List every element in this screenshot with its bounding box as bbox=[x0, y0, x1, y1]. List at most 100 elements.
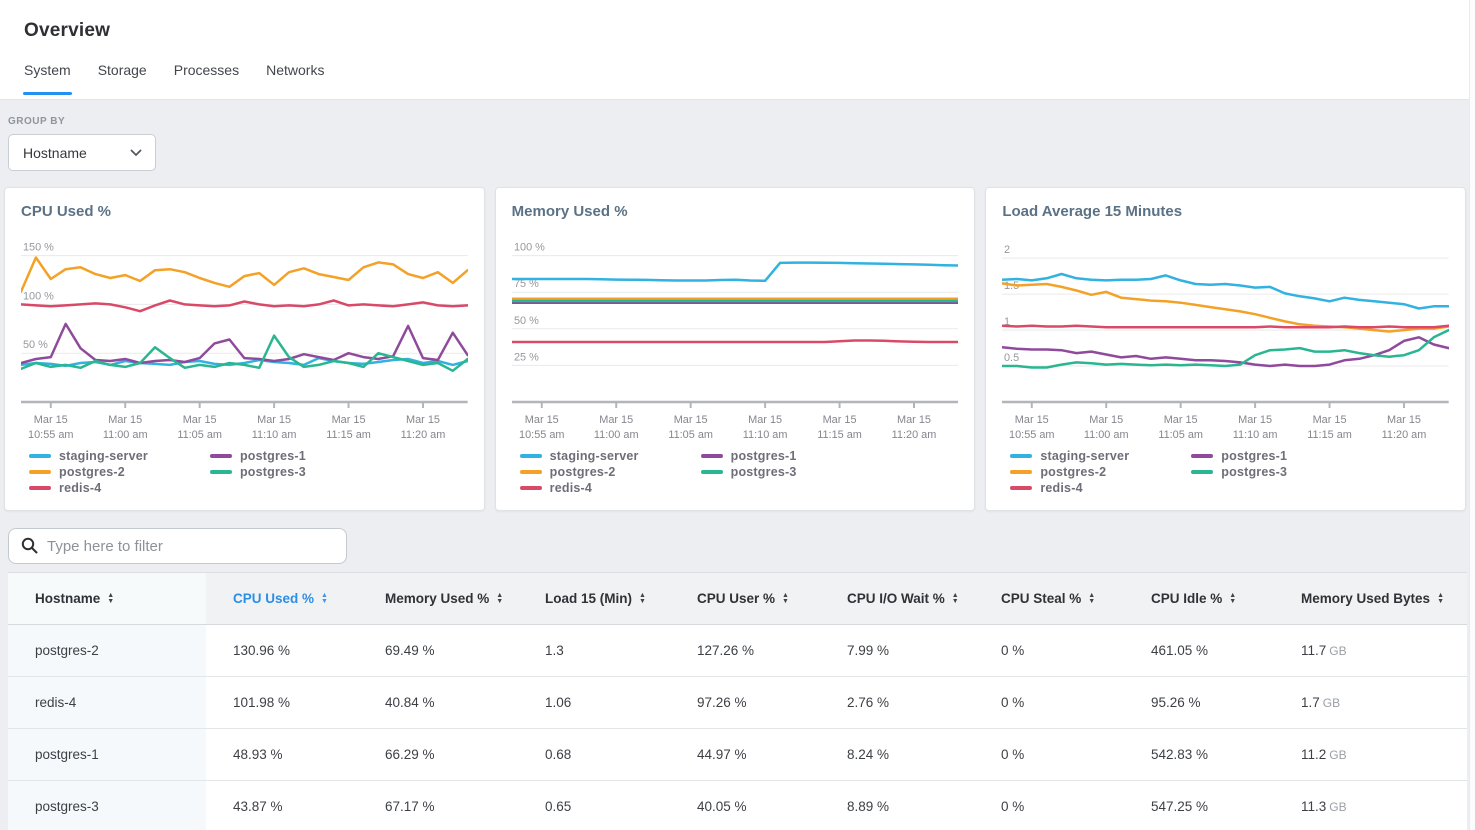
tab-system[interactable]: System bbox=[23, 62, 72, 102]
metric-cell-memory_used: 67.17 % bbox=[358, 780, 518, 830]
column-header-hostname[interactable]: Hostname ▲ ▼ bbox=[8, 572, 206, 625]
table-row-postgres-3[interactable]: postgres-3 43.87 % 67.17 % 0.65 40.05 % 8.89 … bbox=[8, 780, 1467, 830]
legend-item-postgres-1[interactable]: postgres-1 bbox=[1191, 448, 1287, 464]
metric-cell-cpu_steal: 0 % bbox=[974, 624, 1124, 677]
legend-item-postgres-3[interactable]: postgres-3 bbox=[1191, 464, 1287, 480]
metric-cell-memory-used-bytes: 11.7 GB bbox=[1274, 624, 1467, 677]
legend-swatch bbox=[700, 470, 723, 474]
legend-swatch bbox=[209, 470, 232, 474]
svg-text:Mar 15: Mar 15 bbox=[108, 414, 142, 426]
chart-legend: staging-server postgres-2 redis-4 postgres-… bbox=[1010, 448, 1449, 496]
svg-text:11:20 am: 11:20 am bbox=[401, 429, 446, 441]
legend-swatch bbox=[29, 486, 51, 490]
chart-card-load-average-15-minutes: Load Average 15 Minutes 2 1.5 1 0.5 Mar 15 10:… bbox=[985, 187, 1466, 511]
chart-card-cpu-used: CPU Used % 150 % 100 % 50 % Mar 15 10:55 am Ma… bbox=[4, 187, 485, 511]
column-header-cpu-idle[interactable]: CPU Idle % ▲ ▼ bbox=[1124, 572, 1274, 625]
sort-icon: ▲ ▼ bbox=[1088, 592, 1096, 606]
legend-label: postgres-2 bbox=[1040, 465, 1107, 479]
column-label: CPU Idle % bbox=[1151, 591, 1223, 606]
metric-cell-cpu_idle: 542.83 % bbox=[1124, 728, 1274, 781]
legend-item-postgres-3[interactable]: postgres-3 bbox=[700, 464, 797, 480]
legend-swatch bbox=[1010, 470, 1033, 474]
legend-item-staging-server[interactable]: staging-server bbox=[29, 448, 148, 464]
metric-cell-cpu_idle: 95.26 % bbox=[1124, 676, 1274, 729]
column-header-memory-used-bytes[interactable]: Memory Used Bytes ▲ ▼ bbox=[1274, 572, 1467, 625]
legend-item-postgres-2[interactable]: postgres-2 bbox=[519, 464, 639, 480]
scrollbar[interactable] bbox=[1469, 0, 1475, 830]
metric-cell-cpu_used: 43.87 % bbox=[206, 780, 358, 830]
group-by-dropdown[interactable]: Hostname bbox=[8, 134, 156, 171]
column-header-cpu-steal[interactable]: CPU Steal % ▲ ▼ bbox=[974, 572, 1124, 625]
legend-item-staging-server[interactable]: staging-server bbox=[519, 448, 639, 464]
filter-input[interactable] bbox=[8, 528, 347, 564]
svg-text:11:00 am: 11:00 am bbox=[1084, 429, 1129, 441]
svg-text:Mar 15: Mar 15 bbox=[673, 414, 707, 426]
svg-text:25 %: 25 % bbox=[514, 351, 539, 363]
metric-cell-load_15: 1.06 bbox=[518, 676, 670, 729]
legend-label: postgres-2 bbox=[59, 465, 125, 479]
svg-text:Mar 15: Mar 15 bbox=[599, 414, 633, 426]
legend-label: redis-4 bbox=[59, 481, 102, 495]
svg-text:11:05 am: 11:05 am bbox=[177, 429, 222, 441]
column-header-cpu-used[interactable]: CPU Used % ▲ ▼ bbox=[206, 572, 358, 625]
column-header-memory-used[interactable]: Memory Used % ▲ ▼ bbox=[358, 572, 518, 625]
legend-item-staging-server[interactable]: staging-server bbox=[1010, 448, 1129, 464]
metric-cell-cpu_steal: 0 % bbox=[974, 728, 1124, 781]
svg-text:Mar 15: Mar 15 bbox=[897, 414, 931, 426]
legend-label: redis-4 bbox=[1040, 481, 1083, 495]
tab-storage[interactable]: Storage bbox=[97, 62, 147, 78]
sort-icon: ▲ ▼ bbox=[782, 592, 789, 606]
table-row-postgres-2[interactable]: postgres-2 130.96 % 69.49 % 1.3 127.26 % 7.99… bbox=[8, 624, 1467, 677]
hosts-table-wrap: Hostname ▲ ▼ CPU Used % ▲ ▼ Memory Used % ▲ ▼ Loa… bbox=[8, 572, 1467, 830]
legend-item-redis-4[interactable]: redis-4 bbox=[29, 480, 148, 496]
legend-label: staging-server bbox=[59, 449, 148, 463]
svg-text:Mar 15: Mar 15 bbox=[1238, 414, 1272, 426]
hostname-cell: postgres-3 bbox=[8, 780, 206, 830]
legend-swatch bbox=[1191, 454, 1214, 458]
legend-label: postgres-1 bbox=[730, 449, 797, 463]
tab-processes[interactable]: Processes bbox=[173, 62, 240, 78]
table-body: postgres-2 130.96 % 69.49 % 1.3 127.26 % 7.99… bbox=[8, 624, 1467, 830]
legend-item-postgres-1[interactable]: postgres-1 bbox=[700, 448, 797, 464]
chart-title: Memory Used % bbox=[511, 203, 628, 220]
legend-item-redis-4[interactable]: redis-4 bbox=[1010, 480, 1129, 496]
chart-legend: staging-server postgres-2 redis-4 postgres-… bbox=[519, 448, 959, 496]
metric-cell-cpu_user: 44.97 % bbox=[670, 728, 820, 781]
legend-label: postgres-2 bbox=[549, 465, 616, 479]
legend-item-postgres-1[interactable]: postgres-1 bbox=[209, 448, 306, 464]
legend-item-postgres-2[interactable]: postgres-2 bbox=[1010, 464, 1129, 480]
chart-plot[interactable]: 100 % 75 % 50 % 25 % Mar 15 10:55 am Mar 15 11:… bbox=[511, 230, 959, 444]
column-label: CPU Steal % bbox=[1001, 591, 1082, 606]
charts-row: CPU Used % 150 % 100 % 50 % Mar 15 10:55 am Ma… bbox=[4, 187, 1466, 511]
metric-cell-load_15: 0.65 bbox=[518, 780, 670, 830]
svg-text:Mar 15: Mar 15 bbox=[1015, 414, 1049, 426]
legend-swatch bbox=[1010, 486, 1033, 490]
chart-card-memory-used: Memory Used % 100 % 75 % 50 % 25 % Mar 15 10:5… bbox=[494, 187, 976, 511]
legend-item-postgres-3[interactable]: postgres-3 bbox=[209, 464, 306, 480]
column-header-cpu-i-o-wait[interactable]: CPU I/O Wait % ▲ ▼ bbox=[820, 572, 974, 625]
legend-label: postgres-1 bbox=[1221, 449, 1288, 463]
column-header-cpu-user[interactable]: CPU User % ▲ ▼ bbox=[670, 572, 820, 625]
legend-item-redis-4[interactable]: redis-4 bbox=[519, 480, 639, 496]
chart-plot[interactable]: 150 % 100 % 50 % Mar 15 10:55 am Mar 15 11:00 … bbox=[21, 230, 468, 444]
column-label: Hostname bbox=[35, 591, 101, 606]
legend-item-postgres-2[interactable]: postgres-2 bbox=[29, 464, 148, 480]
sort-icon: ▲ ▼ bbox=[639, 592, 646, 606]
metric-cell-cpu_used: 101.98 % bbox=[206, 676, 358, 729]
column-header-load-15-min[interactable]: Load 15 (Min) ▲ ▼ bbox=[518, 572, 670, 625]
legend-label: postgres-1 bbox=[239, 449, 306, 463]
sort-icon: ▲ ▼ bbox=[1229, 592, 1237, 606]
svg-text:11:05 am: 11:05 am bbox=[1159, 429, 1204, 441]
tab-networks[interactable]: Networks bbox=[266, 62, 325, 78]
svg-text:11:10 am: 11:10 am bbox=[252, 429, 297, 441]
svg-text:Mar 15: Mar 15 bbox=[1090, 414, 1124, 426]
metric-cell-memory_used: 40.84 % bbox=[358, 676, 518, 729]
group-by-label: GROUP BY bbox=[8, 116, 66, 127]
svg-text:11:10 am: 11:10 am bbox=[1233, 429, 1278, 441]
table-row-redis-4[interactable]: redis-4 101.98 % 40.84 % 1.06 97.26 % 2.76 % 0… bbox=[8, 676, 1467, 729]
legend-swatch bbox=[519, 470, 542, 474]
table-row-postgres-1[interactable]: postgres-1 48.93 % 66.29 % 0.68 44.97 % 8.24 … bbox=[8, 728, 1467, 781]
metric-cell-cpu_io_wait: 8.24 % bbox=[820, 728, 974, 781]
column-label: Load 15 (Min) bbox=[545, 591, 632, 606]
